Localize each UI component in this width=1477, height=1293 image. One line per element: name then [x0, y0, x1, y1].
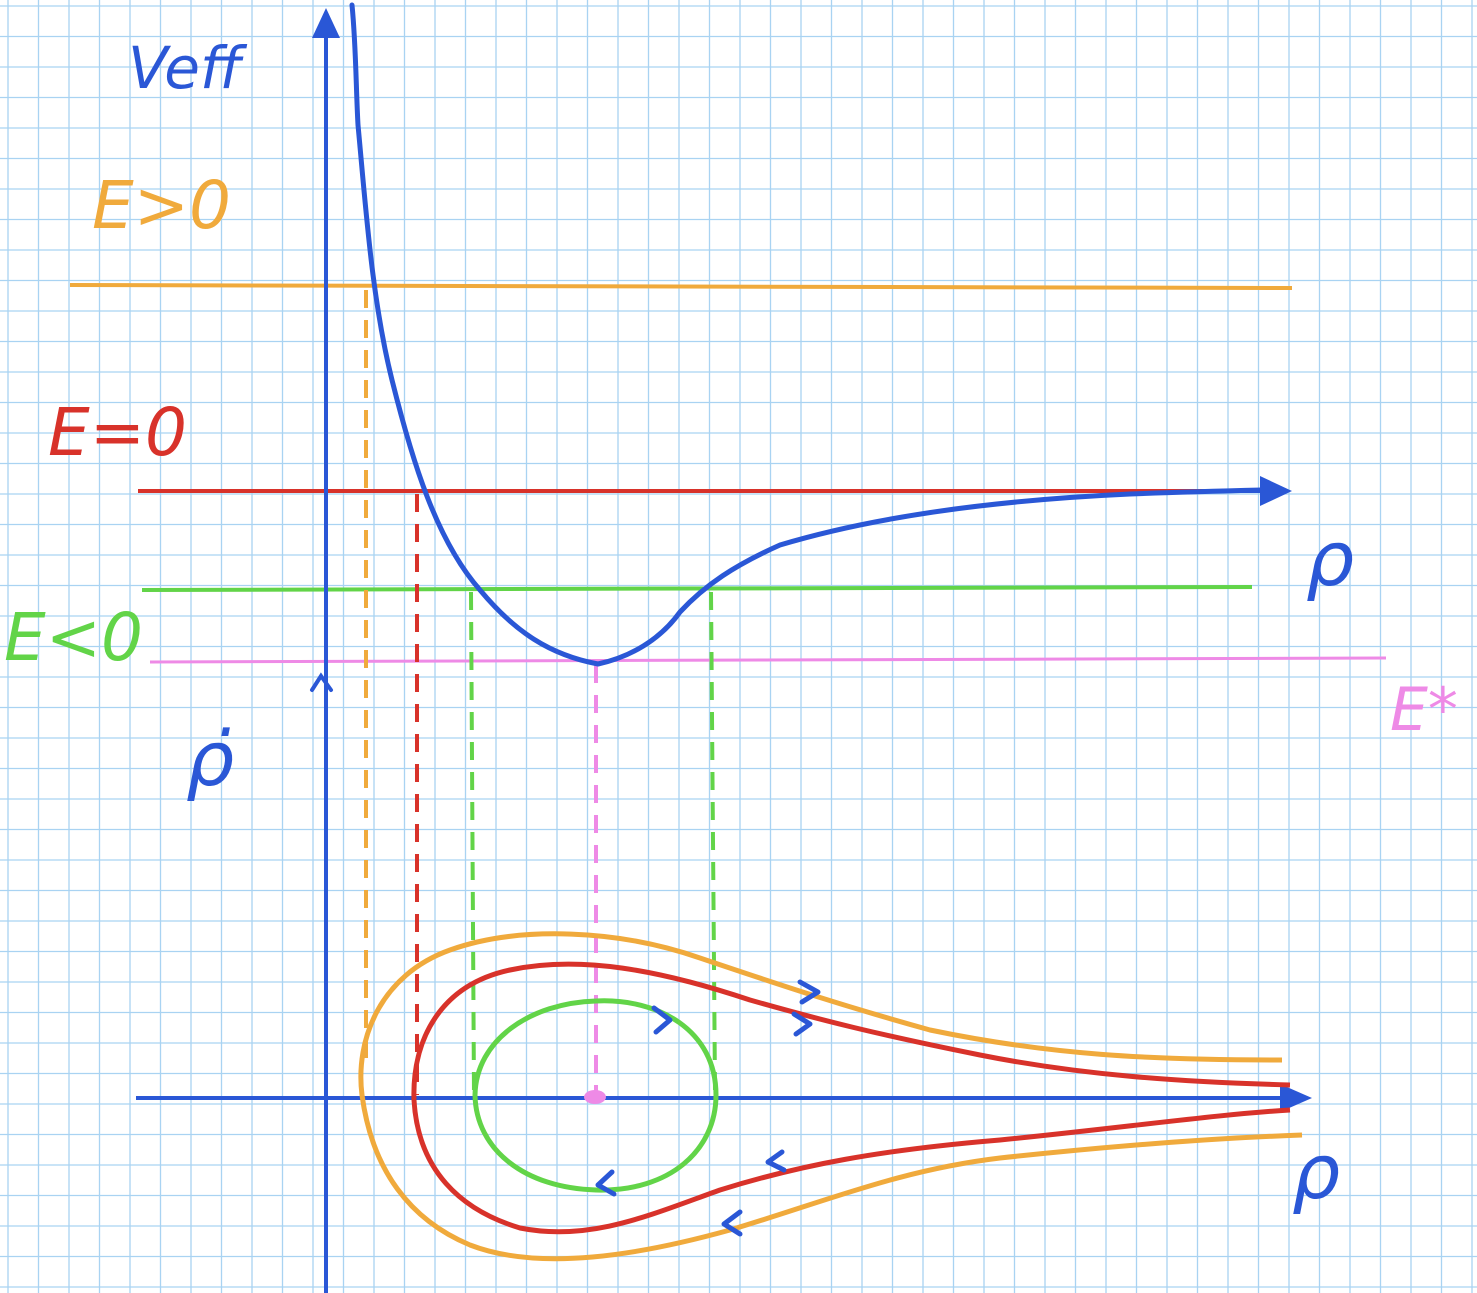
- vertical-axis-arrowhead-icon: [312, 8, 340, 38]
- turning-point-negative-right-dashed: [709, 591, 717, 1091]
- radial-axis-top-arrowhead-icon: [1260, 476, 1292, 506]
- energy-negative-label: E<0: [4, 599, 143, 676]
- orbit-energy-positive: [358, 931, 1303, 1262]
- effective-potential-curve: [349, 2, 1265, 667]
- velocity-axis-label: ρ̇: [186, 714, 234, 803]
- flow-chevron-negative-upper-icon: [651, 1005, 673, 1035]
- energy-negative-line: [141, 585, 1253, 592]
- energy-positive-label: E>0: [92, 167, 231, 244]
- energy-zero-label: E=0: [48, 394, 187, 471]
- energy-min-line: [149, 656, 1387, 664]
- flow-chevron-positive-lower-icon: [721, 1209, 743, 1237]
- flow-chevron-negative-lower-icon: [595, 1169, 617, 1197]
- velocity-axis-arrow-icon: [310, 672, 333, 692]
- flow-chevron-positive-upper-icon: [797, 979, 821, 1005]
- flow-chevron-zero-upper-icon: [791, 1011, 813, 1037]
- radial-axis-bottom-arrowhead-icon: [1280, 1084, 1312, 1112]
- radial-axis-bottom-label: ρ: [1292, 1127, 1340, 1216]
- turning-point-negative-left-dashed: [469, 591, 476, 1096]
- orbit-energy-negative: [472, 998, 719, 1193]
- equilibrium-point: [584, 1090, 606, 1104]
- energy-positive-line: [69, 283, 1293, 290]
- energy-min-label: E*: [1390, 675, 1458, 745]
- radial-axis-top-label: ρ: [1306, 514, 1354, 603]
- orbit-energy-zero: [411, 961, 1291, 1235]
- flow-chevron-zero-lower-icon: [765, 1149, 787, 1173]
- potential-axis-label: Veff: [128, 34, 248, 102]
